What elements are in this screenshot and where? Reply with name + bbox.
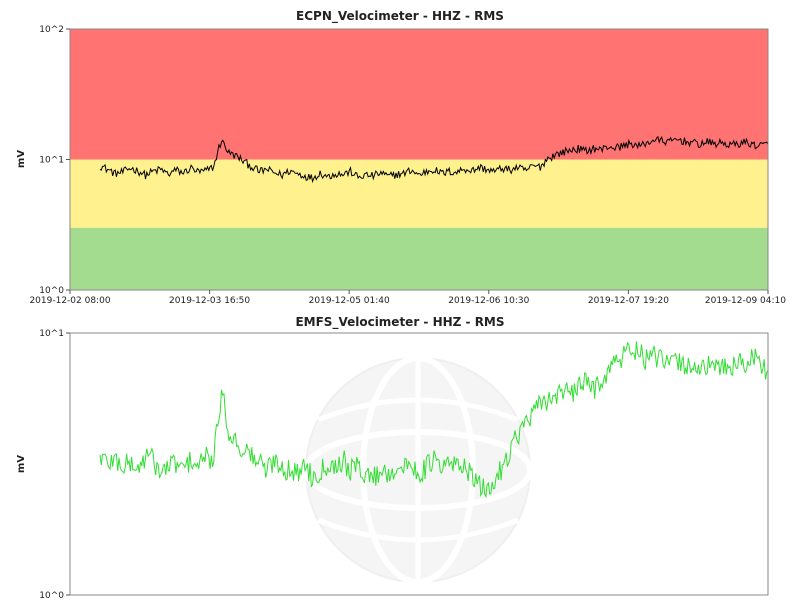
y-tick-label: 10^2 xyxy=(39,25,64,35)
x-tick-label: 2019-12-02 08:00 xyxy=(29,296,110,306)
x-tick-label: 2019-12-09 04:10 xyxy=(705,296,786,306)
threshold-band xyxy=(70,29,768,160)
chart-2-series-line xyxy=(99,341,768,499)
x-tick-label: 2019-12-03 16:50 xyxy=(169,296,250,306)
y-tick-label: 10^0 xyxy=(39,286,64,296)
chart-1-y-axis: 10^2 10^1 10^0 xyxy=(39,25,70,296)
chart-1-ylabel: mV xyxy=(16,150,27,168)
chart-1: ECPN_Velocimeter - HHZ - RMS 10^210^110^… xyxy=(16,9,786,306)
chart-2-title: EMFS_Velocimeter - HHZ - RMS xyxy=(295,315,504,330)
chart-1-title: ECPN_Velocimeter - HHZ - RMS xyxy=(296,9,504,24)
chart-2-plot-frame xyxy=(69,332,769,596)
x-tick-label: 2019-12-06 10:30 xyxy=(448,296,529,306)
chart-2-ylabel: mV xyxy=(16,455,27,473)
chart-2-y-axis: 10^1 10^0 xyxy=(39,329,70,601)
globe-watermark-icon xyxy=(303,355,533,585)
y-tick-label: 10^0 xyxy=(39,591,64,601)
chart-1-threshold-bands xyxy=(70,29,768,290)
series-line xyxy=(99,341,768,499)
y-tick-label: 10^1 xyxy=(39,156,64,166)
threshold-band xyxy=(70,159,768,228)
chart-2: EMFS_Velocimeter - HHZ - RMS 10^1 10^0 mV xyxy=(16,315,769,601)
chart-1-series-line xyxy=(99,135,768,184)
y-tick-label: 10^1 xyxy=(39,329,64,339)
x-tick-label: 2019-12-05 01:40 xyxy=(309,296,390,306)
x-tick-label: 2019-12-07 19:20 xyxy=(588,296,669,306)
threshold-band xyxy=(70,227,768,290)
chart-1-x-axis: 2019-12-02 08:00 2019-12-03 16:50 2019-12-… xyxy=(29,290,786,306)
series-line xyxy=(99,135,768,184)
